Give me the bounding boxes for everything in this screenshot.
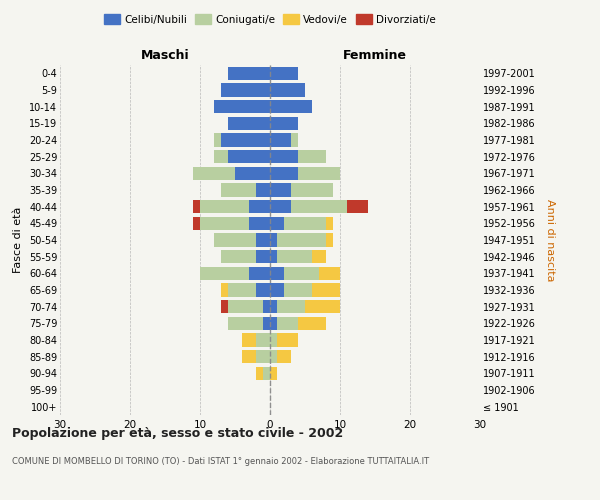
Y-axis label: Fasce di età: Fasce di età — [13, 207, 23, 273]
Bar — [200, 266, 249, 280]
Bar — [221, 134, 270, 146]
Bar — [270, 134, 291, 146]
Bar — [256, 366, 263, 380]
Text: Maschi: Maschi — [140, 48, 190, 62]
Bar — [270, 284, 284, 296]
Y-axis label: Anni di nascita: Anni di nascita — [545, 198, 555, 281]
Legend: Celibi/Nubili, Coniugati/e, Vedovi/e, Divorziati/e: Celibi/Nubili, Coniugati/e, Vedovi/e, Di… — [100, 10, 440, 29]
Bar — [256, 250, 270, 264]
Bar — [249, 216, 270, 230]
Bar — [214, 234, 256, 246]
Bar — [298, 150, 326, 164]
Bar — [298, 316, 326, 330]
Bar — [228, 66, 270, 80]
Text: Popolazione per età, sesso e stato civile - 2002: Popolazione per età, sesso e stato civil… — [12, 428, 343, 440]
Bar — [291, 134, 298, 146]
Bar — [291, 200, 347, 213]
Bar — [347, 200, 368, 213]
Bar — [270, 66, 298, 80]
Bar — [270, 300, 277, 314]
Bar — [312, 250, 326, 264]
Bar — [277, 234, 326, 246]
Bar — [270, 150, 298, 164]
Bar — [284, 266, 319, 280]
Bar — [270, 100, 312, 114]
Bar — [256, 234, 270, 246]
Bar — [263, 366, 270, 380]
Bar — [270, 250, 277, 264]
Bar — [270, 334, 277, 346]
Bar — [270, 166, 298, 180]
Bar — [193, 166, 235, 180]
Bar — [298, 166, 340, 180]
Bar — [270, 200, 291, 213]
Bar — [256, 184, 270, 196]
Bar — [214, 134, 221, 146]
Bar — [277, 316, 298, 330]
Bar — [256, 284, 270, 296]
Bar — [221, 84, 270, 96]
Bar — [277, 334, 298, 346]
Bar — [270, 350, 277, 364]
Bar — [277, 250, 312, 264]
Bar — [277, 350, 291, 364]
Bar — [200, 216, 249, 230]
Bar — [249, 200, 270, 213]
Bar — [277, 300, 305, 314]
Bar — [270, 266, 284, 280]
Bar — [228, 116, 270, 130]
Bar — [256, 350, 270, 364]
Bar — [249, 266, 270, 280]
Bar — [291, 184, 333, 196]
Bar — [221, 300, 228, 314]
Bar — [270, 234, 277, 246]
Bar — [228, 284, 256, 296]
Bar — [235, 166, 270, 180]
Bar — [326, 234, 333, 246]
Bar — [242, 334, 256, 346]
Bar — [228, 300, 263, 314]
Bar — [193, 200, 200, 213]
Bar — [305, 300, 340, 314]
Bar — [326, 216, 333, 230]
Bar — [270, 216, 284, 230]
Bar — [270, 366, 277, 380]
Bar — [284, 284, 312, 296]
Bar — [228, 316, 263, 330]
Bar — [270, 84, 305, 96]
Bar — [270, 116, 298, 130]
Bar — [263, 300, 270, 314]
Bar — [228, 150, 270, 164]
Bar — [263, 316, 270, 330]
Bar — [312, 284, 340, 296]
Bar — [242, 350, 256, 364]
Text: Femmine: Femmine — [343, 48, 407, 62]
Bar — [221, 250, 256, 264]
Bar — [284, 216, 326, 230]
Bar — [214, 100, 270, 114]
Bar — [319, 266, 340, 280]
Bar — [270, 184, 291, 196]
Bar — [270, 316, 277, 330]
Bar — [256, 334, 270, 346]
Text: COMUNE DI MOMBELLO DI TORINO (TO) - Dati ISTAT 1° gennaio 2002 - Elaborazione TU: COMUNE DI MOMBELLO DI TORINO (TO) - Dati… — [12, 458, 429, 466]
Bar — [214, 150, 228, 164]
Bar — [200, 200, 249, 213]
Bar — [221, 184, 256, 196]
Bar — [193, 216, 200, 230]
Bar — [221, 284, 228, 296]
